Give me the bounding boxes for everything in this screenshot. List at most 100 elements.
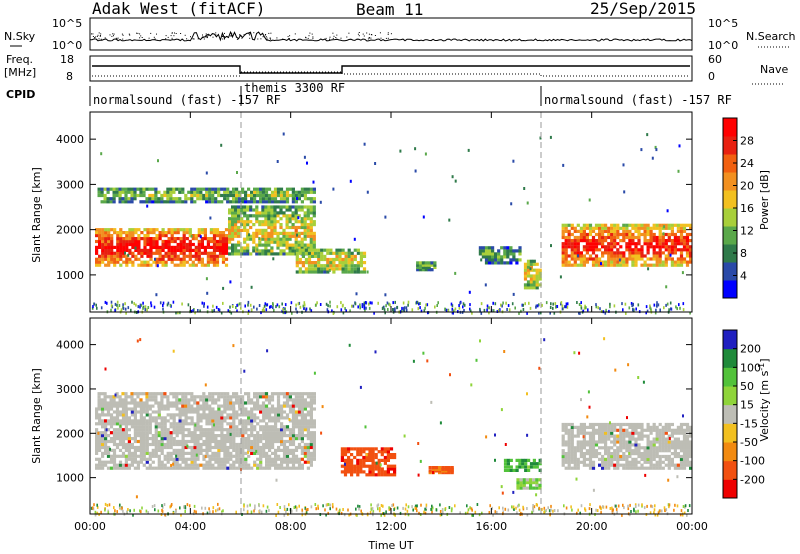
- heatmap-cell: [506, 249, 510, 253]
- heatmap-cell: [231, 231, 235, 235]
- heatmap-cell: [121, 463, 126, 467]
- heatmap-cell: [294, 217, 298, 221]
- nsky-dot: [222, 38, 224, 40]
- heatmap-cell: [184, 193, 188, 198]
- heatmap-cell: [199, 413, 203, 417]
- heatmap-cell: [265, 410, 269, 414]
- heatmap-cell: [182, 237, 186, 241]
- heatmap-cell: [274, 413, 278, 417]
- heatmap-cell: [667, 425, 671, 429]
- heatmap-cell: [628, 446, 632, 450]
- cpid-segment-3: normalsound (fast) -157 RF: [544, 93, 732, 107]
- heatmap-cell: [193, 457, 197, 461]
- heatmap-cell: [234, 223, 238, 227]
- heatmap-cell: [664, 463, 668, 467]
- heatmap-cell: [175, 448, 179, 452]
- noise-cell: [325, 302, 328, 306]
- heatmap-cell: [181, 428, 185, 432]
- heatmap-cell: [98, 260, 102, 264]
- heatmap-cell: [130, 190, 134, 194]
- heatmap-cell: [598, 226, 602, 230]
- heatmap-cell: [634, 254, 638, 258]
- heatmap-cell: [220, 425, 224, 429]
- heatmap-cell: [676, 440, 680, 444]
- heatmap-cell: [220, 428, 224, 432]
- heatmap-cell: [570, 257, 574, 261]
- heatmap-cell: [685, 263, 690, 267]
- heatmap-cell: [226, 407, 230, 411]
- heatmap-cell: [175, 404, 179, 408]
- heatmap-cell: [297, 225, 301, 230]
- heatmap-cell: [652, 437, 656, 441]
- nave-label: Nave: [760, 63, 788, 76]
- heatmap-cell: [235, 457, 239, 461]
- heatmap-cell: [208, 431, 212, 435]
- heatmap-cell: [523, 271, 528, 275]
- heatmap-cell: [157, 422, 161, 426]
- nsky-dot: [95, 36, 96, 38]
- heatmap-cell: [193, 428, 197, 432]
- heatmap-cell: [365, 464, 369, 468]
- heatmap-cell: [271, 442, 275, 447]
- heatmap-cell: [306, 395, 310, 399]
- heatmap-cell: [211, 451, 215, 455]
- heatmap-cell: [535, 462, 539, 466]
- heatmap-cell: [148, 413, 152, 417]
- heatmap-cell: [532, 268, 536, 272]
- heatmap-cell: [106, 428, 111, 432]
- heatmap-cell: [163, 442, 167, 447]
- heatmap-cell: [291, 211, 295, 215]
- heatmap-cell: [303, 234, 307, 238]
- heatmap-cell: [128, 251, 132, 255]
- noise-cell: [348, 513, 350, 517]
- noise-cell: [230, 311, 233, 315]
- heatmap-cell: [661, 440, 665, 444]
- heatmap-cell: [356, 447, 360, 451]
- heatmap-cell: [640, 466, 644, 470]
- heatmap-cell: [291, 451, 296, 455]
- heatmap-cell: [658, 229, 662, 233]
- heatmap-cell: [682, 454, 687, 459]
- heatmap-cell: [312, 442, 316, 447]
- heatmap-cell: [256, 466, 260, 470]
- heatmap-cell: [169, 442, 173, 447]
- heatmap-cell: [610, 457, 614, 461]
- heatmap-cell: [178, 416, 182, 420]
- heatmap-cell: [218, 245, 223, 249]
- scatter-cell: [229, 280, 232, 284]
- heatmap-cell: [169, 190, 173, 194]
- heatmap-cell: [320, 248, 324, 252]
- heatmap-cell: [191, 263, 195, 267]
- heatmap-cell: [285, 425, 290, 429]
- heatmap-cell: [246, 243, 250, 247]
- heatmap-cell: [212, 263, 217, 267]
- heatmap-cell: [610, 440, 614, 444]
- heatmap-cell: [209, 231, 213, 235]
- noise-cell: [405, 306, 408, 310]
- heatmap-cell: [232, 404, 236, 408]
- heatmap-cell: [300, 466, 304, 470]
- heatmap-cell: [170, 231, 174, 235]
- heatmap-cell: [217, 416, 221, 420]
- noise-cell: [140, 303, 143, 307]
- heatmap-cell: [294, 246, 298, 250]
- noise-cell: [262, 307, 265, 311]
- heatmap-cell: [343, 470, 348, 474]
- heatmap-cell: [567, 452, 571, 456]
- heatmap-cell: [616, 428, 620, 432]
- heatmap-cell: [585, 239, 589, 243]
- heatmap-cell: [685, 235, 690, 240]
- heatmap-cell: [306, 208, 310, 212]
- heatmap-cell: [107, 228, 111, 232]
- noise-cell: [488, 306, 490, 310]
- heatmap-cell: [182, 228, 186, 232]
- heatmap-cell: [261, 237, 265, 241]
- heatmap-cell: [196, 413, 200, 417]
- scatter-cell: [512, 292, 515, 296]
- heatmap-cell: [484, 258, 489, 262]
- nsky-dot: [266, 39, 268, 40]
- heatmap-cell: [564, 260, 568, 264]
- nsky-dot: [329, 38, 330, 40]
- heatmap-cell: [393, 467, 397, 471]
- heatmap-cell: [223, 457, 227, 461]
